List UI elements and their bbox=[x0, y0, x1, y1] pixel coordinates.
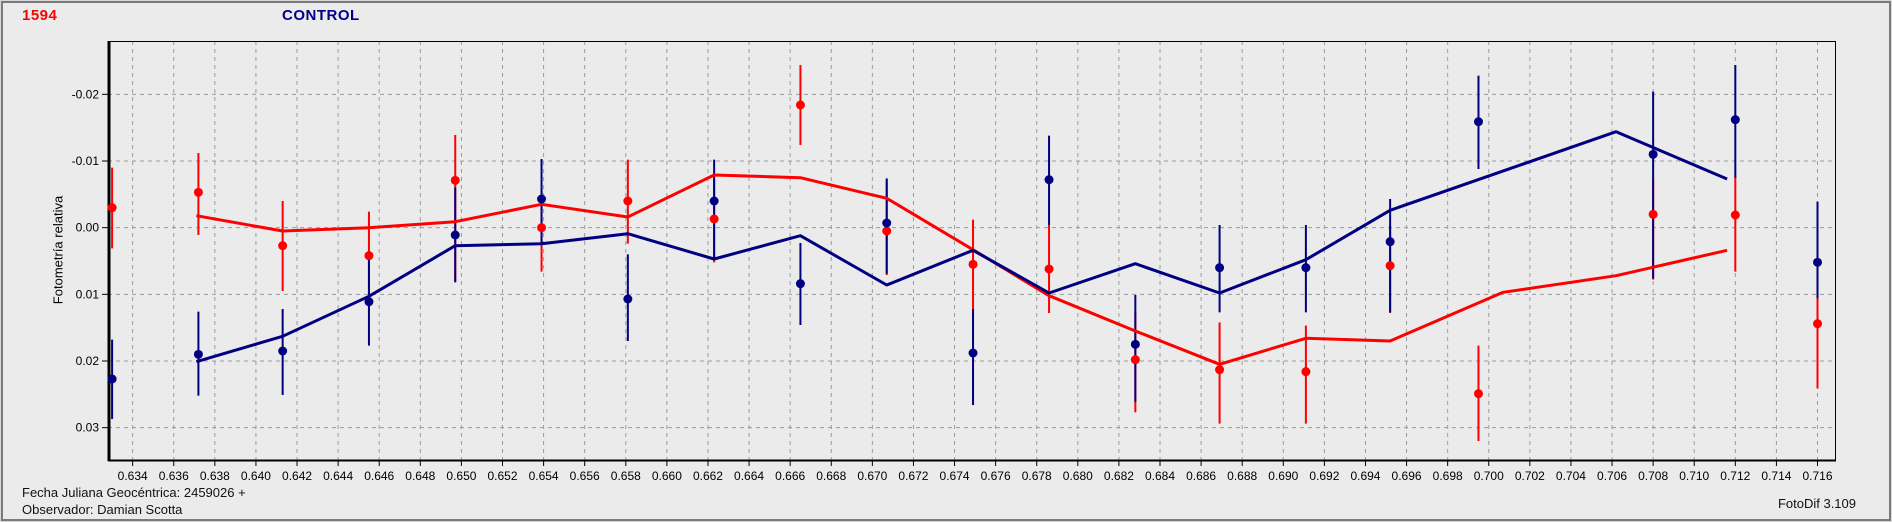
svg-text:0.640: 0.640 bbox=[241, 469, 271, 483]
object-number-label: 1594 bbox=[22, 7, 58, 24]
svg-text:0.00: 0.00 bbox=[76, 221, 100, 235]
julian-date-label: Fecha Juliana Geocéntrica: 2459026 + bbox=[22, 485, 246, 500]
svg-text:0.712: 0.712 bbox=[1720, 469, 1750, 483]
svg-text:0.670: 0.670 bbox=[857, 469, 887, 483]
svg-text:0.642: 0.642 bbox=[282, 469, 312, 483]
svg-text:0.654: 0.654 bbox=[529, 469, 559, 483]
svg-text:0.702: 0.702 bbox=[1515, 469, 1545, 483]
svg-text:0.706: 0.706 bbox=[1597, 469, 1627, 483]
svg-text:0.652: 0.652 bbox=[487, 469, 517, 483]
svg-text:0.690: 0.690 bbox=[1268, 469, 1298, 483]
svg-text:0.704: 0.704 bbox=[1556, 469, 1586, 483]
svg-text:0.668: 0.668 bbox=[816, 469, 846, 483]
photometry-chart: -0.02 -0.01 0.00 0.01 0.02 0.03 0.634 0.636 0.63… bbox=[72, 41, 1836, 483]
svg-text:0.700: 0.700 bbox=[1474, 469, 1504, 483]
svg-text:0.682: 0.682 bbox=[1104, 469, 1134, 483]
svg-text:0.698: 0.698 bbox=[1433, 469, 1463, 483]
svg-text:0.694: 0.694 bbox=[1350, 469, 1380, 483]
svg-text:0.638: 0.638 bbox=[200, 469, 230, 483]
svg-text:0.696: 0.696 bbox=[1392, 469, 1422, 483]
svg-text:-0.02: -0.02 bbox=[72, 87, 100, 101]
svg-text:0.658: 0.658 bbox=[611, 469, 641, 483]
svg-text:0.680: 0.680 bbox=[1063, 469, 1093, 483]
svg-text:0.664: 0.664 bbox=[734, 469, 764, 483]
svg-text:0.656: 0.656 bbox=[570, 469, 600, 483]
svg-text:-0.01: -0.01 bbox=[72, 154, 100, 168]
app-version-label: FotoDif 3.109 bbox=[1777, 496, 1856, 511]
chart-title: CONTROL bbox=[282, 7, 360, 24]
svg-text:0.662: 0.662 bbox=[693, 469, 723, 483]
svg-text:0.02: 0.02 bbox=[76, 354, 100, 368]
svg-text:0.686: 0.686 bbox=[1186, 469, 1216, 483]
observer-label: Observador: Damian Scotta bbox=[22, 502, 183, 517]
svg-text:0.636: 0.636 bbox=[159, 469, 189, 483]
svg-text:0.708: 0.708 bbox=[1638, 469, 1668, 483]
svg-text:0.672: 0.672 bbox=[898, 469, 928, 483]
svg-text:0.666: 0.666 bbox=[775, 469, 805, 483]
svg-text:0.660: 0.660 bbox=[652, 469, 682, 483]
svg-text:0.648: 0.648 bbox=[405, 469, 435, 483]
svg-text:0.714: 0.714 bbox=[1761, 469, 1791, 483]
svg-text:0.716: 0.716 bbox=[1802, 469, 1832, 483]
svg-text:0.676: 0.676 bbox=[981, 469, 1011, 483]
svg-text:0.634: 0.634 bbox=[118, 469, 148, 483]
svg-text:0.688: 0.688 bbox=[1227, 469, 1257, 483]
svg-text:0.684: 0.684 bbox=[1145, 469, 1175, 483]
svg-text:0.03: 0.03 bbox=[76, 421, 100, 435]
svg-text:0.678: 0.678 bbox=[1022, 469, 1052, 483]
svg-text:0.710: 0.710 bbox=[1679, 469, 1709, 483]
svg-text:0.674: 0.674 bbox=[940, 469, 970, 483]
svg-text:0.646: 0.646 bbox=[364, 469, 394, 483]
svg-text:0.01: 0.01 bbox=[76, 287, 100, 301]
svg-text:0.692: 0.692 bbox=[1309, 469, 1339, 483]
svg-text:0.644: 0.644 bbox=[323, 469, 353, 483]
svg-text:0.650: 0.650 bbox=[446, 469, 476, 483]
